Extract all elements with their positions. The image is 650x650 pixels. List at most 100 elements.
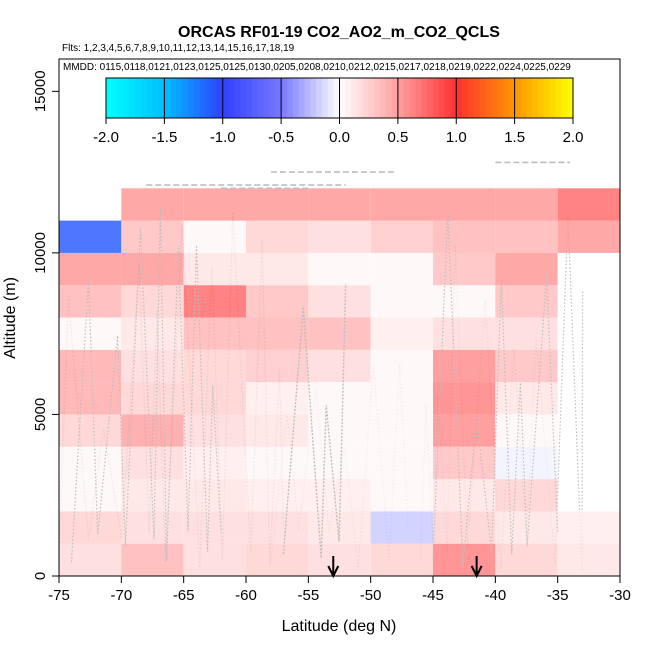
colorbar-segment bbox=[275, 78, 282, 118]
colorbar-segment bbox=[520, 78, 527, 118]
colorbar-segment bbox=[485, 78, 492, 118]
colorbar-segment bbox=[129, 78, 136, 118]
colorbar-segment bbox=[141, 78, 148, 118]
colorbar-segment bbox=[193, 78, 200, 118]
heatmap-cell bbox=[495, 446, 558, 480]
heatmap-cell bbox=[183, 414, 246, 447]
heatmap-cell bbox=[59, 220, 122, 253]
colorbar-segment bbox=[362, 78, 370, 118]
x-axis: -75 -70 -65 -60 -55 -50 -45 -40 -35 -30 bbox=[48, 576, 631, 604]
colorbar-segment bbox=[222, 78, 230, 118]
x-tick-label: -75 bbox=[48, 587, 70, 604]
arrow-head bbox=[470, 565, 483, 579]
y-axis-label: Altitude (m) bbox=[2, 277, 19, 359]
heatmap-cell bbox=[246, 188, 309, 221]
heatmap-cell bbox=[59, 349, 122, 383]
colorbar-segment bbox=[111, 78, 119, 118]
arrow-head bbox=[327, 565, 340, 579]
heatmap-cell bbox=[183, 252, 246, 286]
colorbar-segment bbox=[123, 78, 130, 118]
heatmap-cell bbox=[433, 382, 496, 415]
heatmap-cell bbox=[495, 414, 558, 447]
colorbar-segment bbox=[549, 78, 557, 118]
colorbar-segment bbox=[106, 78, 113, 118]
heatmap-cell bbox=[433, 479, 496, 512]
heatmap-cell bbox=[370, 252, 433, 286]
heatmap-cell bbox=[370, 188, 433, 221]
colorbar-segment bbox=[444, 78, 452, 118]
colorbar-segment bbox=[286, 78, 294, 118]
colorbar-segment bbox=[211, 78, 218, 118]
colorbar-segment bbox=[374, 78, 381, 118]
flights-subtitle: Flts: 1,2,3,4,5,6,7,8,9,10,11,12,13,14,1… bbox=[62, 43, 295, 54]
colorbar-segment bbox=[316, 78, 323, 118]
heatmap-cell bbox=[59, 414, 122, 447]
heatmap-cell bbox=[433, 252, 496, 286]
colorbar-segment bbox=[415, 78, 422, 118]
heatmap-cell bbox=[433, 414, 496, 447]
heatmap-cell bbox=[433, 285, 496, 318]
heatmap-cell bbox=[183, 543, 246, 576]
heatmap-cell bbox=[246, 543, 309, 576]
colorbar-segment bbox=[345, 78, 352, 118]
heatmap-cells bbox=[59, 188, 620, 576]
colorbar-segment bbox=[135, 78, 142, 118]
colorbar-segment bbox=[526, 78, 533, 118]
heatmap-cell bbox=[121, 220, 184, 253]
heatmap-cell bbox=[59, 446, 122, 480]
colorbar-segment bbox=[327, 78, 335, 118]
heatmap-cell bbox=[183, 349, 246, 383]
colorbar-segment bbox=[240, 78, 247, 118]
latitude-arrows bbox=[327, 556, 483, 579]
heatmap-cell bbox=[246, 252, 309, 286]
heatmap-cell bbox=[246, 414, 309, 447]
chart-title: ORCAS RF01-19 CO2_AO2_m_CO2_QCLS bbox=[178, 24, 500, 41]
x-tick-label: -45 bbox=[422, 587, 444, 604]
colorbar-segment bbox=[263, 78, 271, 118]
heatmap-cell bbox=[370, 479, 433, 512]
heatmap-cell bbox=[121, 285, 184, 318]
colorbar-segment bbox=[567, 78, 574, 118]
colorbar-segment bbox=[532, 78, 539, 118]
heatmap-cell bbox=[370, 446, 433, 480]
heatmap-cell bbox=[557, 188, 620, 221]
heatmap-cell bbox=[433, 220, 496, 253]
colorbar-segment bbox=[561, 78, 568, 118]
colorbar-segment bbox=[152, 78, 160, 118]
heatmap-cell bbox=[121, 479, 184, 512]
heatmap-cell bbox=[246, 446, 309, 480]
y-tick-label: 0 bbox=[32, 572, 49, 580]
heatmap-cell bbox=[246, 382, 309, 415]
flight-track-line bbox=[432, 211, 559, 567]
colorbar-segment bbox=[176, 78, 183, 118]
heatmap-cell bbox=[495, 382, 558, 415]
colorbar-segment bbox=[257, 78, 265, 118]
x-tick-label: -55 bbox=[297, 587, 319, 604]
heatmap-cell bbox=[308, 317, 371, 350]
colorbar-segment bbox=[392, 78, 399, 118]
heatmap-cell bbox=[495, 479, 558, 512]
colorbar-segment bbox=[357, 78, 364, 118]
colorbar-segment bbox=[292, 78, 300, 118]
heatmap-cell bbox=[370, 349, 433, 383]
heatmap-cell bbox=[495, 220, 558, 253]
colorbar-tick-label: 0.0 bbox=[329, 129, 350, 146]
colorbar-segment bbox=[473, 78, 481, 118]
y-axis: 0 5000 10000 15000 bbox=[32, 70, 59, 580]
colorbar-segment bbox=[403, 78, 411, 118]
colorbar-segment bbox=[164, 78, 171, 118]
colorbar-segment bbox=[479, 78, 487, 118]
heatmap-cell bbox=[246, 511, 309, 544]
heatmap-cell bbox=[308, 414, 371, 447]
colorbar-segment bbox=[339, 78, 346, 118]
colorbar-segment bbox=[427, 78, 434, 118]
heatmap-cell bbox=[121, 543, 184, 576]
heatmap-cell bbox=[121, 382, 184, 415]
heatmap-cell bbox=[246, 317, 309, 350]
colorbar-segment bbox=[205, 78, 212, 118]
heatmap-cell bbox=[246, 285, 309, 318]
colorbar-segment bbox=[333, 78, 341, 118]
colorbar-segment bbox=[304, 78, 311, 118]
colorbar-segment bbox=[158, 78, 165, 118]
